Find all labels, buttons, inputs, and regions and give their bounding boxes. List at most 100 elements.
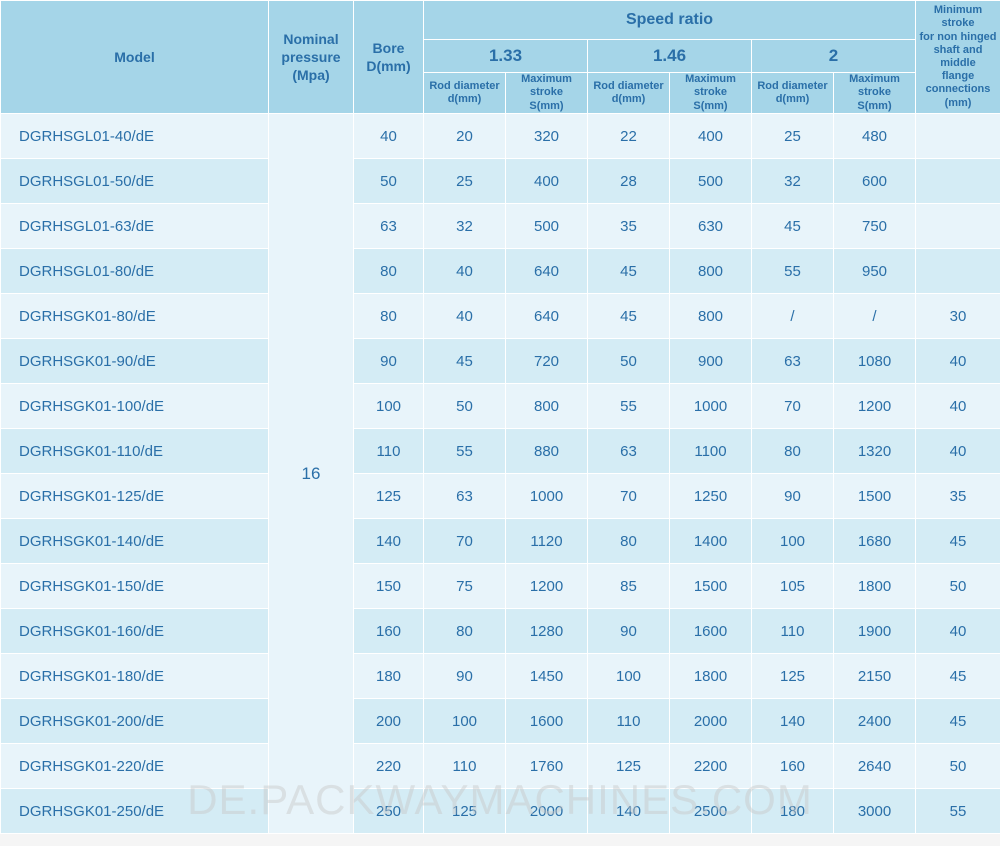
- table-row: DGRHSGK01-100/dE1005080055100070120040: [1, 384, 1000, 429]
- data-cell: [916, 159, 1000, 204]
- data-cell: 150: [354, 564, 424, 609]
- data-cell: 125: [752, 654, 834, 699]
- data-cell: 1500: [834, 474, 916, 519]
- data-cell: 220: [354, 744, 424, 789]
- data-cell: 32: [752, 159, 834, 204]
- data-cell: 1800: [834, 564, 916, 609]
- data-cell: 950: [834, 249, 916, 294]
- table-row: DGRHSGK01-150/dE150751200851500105180050: [1, 564, 1000, 609]
- table-row: DGRHSGL01-40/dE1640203202240025480: [1, 114, 1000, 159]
- data-cell: 140: [354, 519, 424, 564]
- data-cell: 40: [424, 249, 506, 294]
- data-cell: 1760: [506, 744, 588, 789]
- model-cell: DGRHSGK01-200/dE: [1, 699, 269, 744]
- data-cell: 70: [752, 384, 834, 429]
- data-cell: 50: [916, 564, 1000, 609]
- data-cell: 140: [752, 699, 834, 744]
- header-rod-3: Rod diameter d(mm): [752, 73, 834, 114]
- data-cell: 3000: [834, 789, 916, 834]
- model-cell: DGRHSGK01-100/dE: [1, 384, 269, 429]
- data-cell: 40: [916, 429, 1000, 474]
- model-cell: DGRHSGL01-50/dE: [1, 159, 269, 204]
- pressure-cell: 16: [269, 114, 354, 834]
- data-cell: 45: [588, 249, 670, 294]
- data-cell: 55: [588, 384, 670, 429]
- data-cell: 45: [916, 699, 1000, 744]
- data-cell: 1120: [506, 519, 588, 564]
- data-cell: 75: [424, 564, 506, 609]
- data-cell: 1400: [670, 519, 752, 564]
- data-cell: 105: [752, 564, 834, 609]
- data-cell: 80: [354, 294, 424, 339]
- table-row: DGRHSGL01-63/dE63325003563045750: [1, 204, 1000, 249]
- data-cell: 1100: [670, 429, 752, 474]
- data-cell: 25: [752, 114, 834, 159]
- data-cell: 35: [916, 474, 1000, 519]
- header-bore: Bore D(mm): [354, 1, 424, 114]
- header-rod-2: Rod diameter d(mm): [588, 73, 670, 114]
- model-cell: DGRHSGK01-80/dE: [1, 294, 269, 339]
- model-cell: DGRHSGK01-250/dE: [1, 789, 269, 834]
- data-cell: 2640: [834, 744, 916, 789]
- data-cell: 100: [424, 699, 506, 744]
- data-cell: 1000: [506, 474, 588, 519]
- data-cell: 125: [588, 744, 670, 789]
- data-cell: 55: [752, 249, 834, 294]
- model-cell: DGRHSGK01-160/dE: [1, 609, 269, 654]
- table-row: DGRHSGK01-200/dE200100160011020001402400…: [1, 699, 1000, 744]
- data-cell: 800: [670, 294, 752, 339]
- data-cell: 63: [354, 204, 424, 249]
- data-cell: 90: [424, 654, 506, 699]
- data-cell: 1800: [670, 654, 752, 699]
- data-cell: 1450: [506, 654, 588, 699]
- spec-table: Model Nominal pressure (Mpa) Bore D(mm) …: [0, 0, 1000, 834]
- header-ratio-1: 1.33: [424, 40, 588, 73]
- data-cell: 1600: [670, 609, 752, 654]
- table-row: DGRHSGK01-90/dE90457205090063108040: [1, 339, 1000, 384]
- data-cell: 1900: [834, 609, 916, 654]
- data-cell: 1200: [834, 384, 916, 429]
- data-cell: 800: [506, 384, 588, 429]
- header-pressure: Nominal pressure (Mpa): [269, 1, 354, 114]
- data-cell: 125: [354, 474, 424, 519]
- data-cell: 900: [670, 339, 752, 384]
- data-cell: 90: [354, 339, 424, 384]
- model-cell: DGRHSGK01-125/dE: [1, 474, 269, 519]
- data-cell: /: [752, 294, 834, 339]
- data-cell: 30: [916, 294, 1000, 339]
- data-cell: 110: [588, 699, 670, 744]
- data-cell: 70: [588, 474, 670, 519]
- data-cell: 110: [354, 429, 424, 474]
- data-cell: 2000: [670, 699, 752, 744]
- header-ratio-2: 1.46: [588, 40, 752, 73]
- data-cell: 750: [834, 204, 916, 249]
- model-cell: DGRHSGK01-180/dE: [1, 654, 269, 699]
- data-cell: 100: [588, 654, 670, 699]
- data-cell: 85: [588, 564, 670, 609]
- data-cell: 1250: [670, 474, 752, 519]
- data-cell: 110: [424, 744, 506, 789]
- data-cell: 2000: [506, 789, 588, 834]
- data-cell: 1080: [834, 339, 916, 384]
- data-cell: 2150: [834, 654, 916, 699]
- table-row: DGRHSGK01-250/dE250125200014025001803000…: [1, 789, 1000, 834]
- model-cell: DGRHSGL01-63/dE: [1, 204, 269, 249]
- data-cell: 2500: [670, 789, 752, 834]
- data-cell: 40: [354, 114, 424, 159]
- table-body: DGRHSGL01-40/dE1640203202240025480DGRHSG…: [1, 114, 1000, 834]
- data-cell: 28: [588, 159, 670, 204]
- table-row: DGRHSGK01-180/dE180901450100180012521504…: [1, 654, 1000, 699]
- table-row: DGRHSGK01-125/dE12563100070125090150035: [1, 474, 1000, 519]
- data-cell: [916, 204, 1000, 249]
- data-cell: 720: [506, 339, 588, 384]
- spec-table-container: Model Nominal pressure (Mpa) Bore D(mm) …: [0, 0, 1000, 834]
- data-cell: 40: [424, 294, 506, 339]
- data-cell: 90: [588, 609, 670, 654]
- data-cell: 320: [506, 114, 588, 159]
- model-cell: DGRHSGL01-80/dE: [1, 249, 269, 294]
- data-cell: 1000: [670, 384, 752, 429]
- table-row: DGRHSGK01-160/dE160801280901600110190040: [1, 609, 1000, 654]
- data-cell: [916, 114, 1000, 159]
- data-cell: 35: [588, 204, 670, 249]
- data-cell: 1320: [834, 429, 916, 474]
